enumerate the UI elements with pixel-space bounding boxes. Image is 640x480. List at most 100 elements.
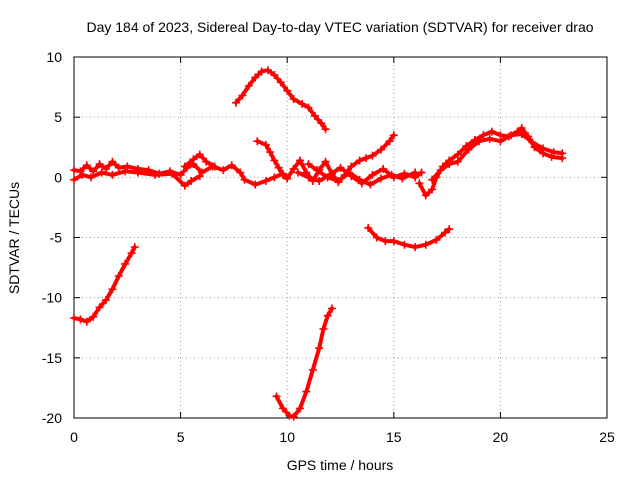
data-point — [180, 181, 189, 190]
data-point — [368, 151, 377, 160]
data-point — [133, 168, 142, 177]
data-point — [89, 167, 98, 176]
data-point — [528, 138, 537, 147]
data-point — [210, 162, 219, 171]
data-point — [302, 387, 311, 396]
data-point — [95, 160, 104, 169]
data-point — [70, 314, 78, 323]
data-series — [70, 66, 567, 421]
data-point — [283, 174, 292, 183]
data-point — [398, 174, 407, 183]
data-point — [558, 149, 567, 158]
data-point — [411, 168, 420, 177]
data-point — [289, 412, 298, 421]
data-point — [114, 163, 123, 172]
grid-lines — [74, 57, 607, 418]
y-tick-label: 5 — [54, 109, 62, 125]
data-point — [232, 98, 241, 107]
data-point — [257, 67, 266, 76]
data-point — [227, 161, 236, 170]
data-point — [368, 170, 377, 179]
data-point — [266, 148, 275, 157]
data-point — [253, 137, 262, 146]
data-point — [168, 169, 177, 178]
series-line — [366, 225, 452, 250]
data-point — [387, 170, 396, 179]
data-point — [123, 162, 132, 171]
series-arc-10 — [415, 123, 567, 200]
data-point — [219, 166, 228, 175]
data-point — [270, 173, 279, 182]
series-arc-13 — [272, 304, 336, 421]
data-point — [464, 145, 473, 154]
x-tick-label: 10 — [279, 429, 295, 445]
y-tick-label: 0 — [54, 169, 62, 185]
y-tick-label: -5 — [50, 230, 63, 246]
series-arc-9 — [364, 223, 454, 252]
data-point — [355, 175, 364, 184]
data-point — [440, 228, 449, 237]
data-point — [428, 185, 437, 194]
series-arc-11 — [428, 130, 567, 184]
data-point — [101, 296, 110, 305]
data-point — [108, 170, 117, 179]
data-point — [310, 111, 319, 120]
data-point — [377, 174, 386, 183]
data-point — [547, 152, 556, 161]
data-point — [108, 157, 117, 166]
data-point — [315, 344, 324, 353]
data-point — [180, 162, 189, 171]
data-point — [244, 81, 253, 90]
data-point — [313, 166, 322, 175]
data-point — [251, 73, 260, 82]
x-axis-label: GPS time / hours — [287, 457, 394, 473]
series-line — [72, 245, 137, 324]
data-point — [236, 168, 245, 177]
data-point — [274, 163, 283, 172]
data-point — [379, 164, 388, 173]
data-point — [270, 71, 279, 80]
data-point — [377, 145, 386, 154]
y-axis-label: SDTVAR / TECUs — [6, 182, 22, 294]
data-point — [121, 167, 130, 176]
x-tick-label: 5 — [177, 429, 185, 445]
data-point — [445, 160, 454, 169]
data-point — [289, 164, 298, 173]
data-point — [293, 168, 302, 177]
data-point — [189, 155, 198, 164]
data-point — [240, 175, 249, 184]
data-point — [496, 137, 505, 146]
data-point — [114, 272, 123, 281]
data-point — [251, 180, 260, 189]
data-point — [127, 249, 136, 258]
data-point — [321, 125, 330, 134]
data-point — [82, 161, 91, 170]
data-point — [176, 170, 185, 179]
data-point — [436, 166, 445, 175]
data-point — [453, 150, 462, 159]
data-point — [108, 285, 117, 294]
data-point — [411, 243, 420, 252]
data-point — [195, 172, 204, 181]
plot-frame — [73, 56, 608, 419]
series-arc-4 — [232, 66, 330, 134]
data-point — [539, 144, 548, 153]
data-point — [475, 137, 484, 146]
x-tick-label: 25 — [599, 429, 615, 445]
data-point — [264, 66, 273, 75]
data-point — [121, 259, 130, 268]
data-point — [304, 103, 313, 112]
data-point — [421, 191, 430, 200]
series-arc-8 — [304, 160, 420, 189]
data-point — [364, 223, 373, 232]
data-point — [272, 392, 281, 401]
data-point — [485, 134, 494, 143]
data-point — [323, 311, 332, 320]
data-point — [70, 175, 78, 184]
data-point — [76, 315, 85, 324]
axis-ticks: 0 5 10 15 20 25 -20 -15 -10 -5 0 5 10 — [42, 49, 615, 445]
data-point — [285, 411, 294, 420]
data-point — [334, 176, 343, 185]
data-point — [187, 176, 196, 185]
data-point — [362, 154, 371, 163]
